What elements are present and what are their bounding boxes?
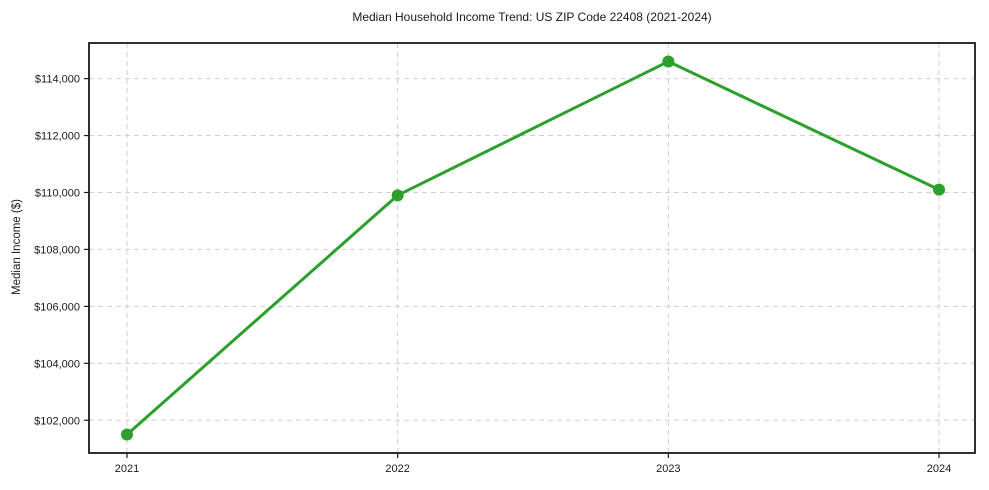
data-point-marker bbox=[662, 55, 675, 68]
data-point-marker bbox=[121, 428, 133, 441]
y-tick-label: $114,000 bbox=[35, 74, 80, 86]
plot-border bbox=[88, 42, 976, 454]
x-tick-label: 2022 bbox=[385, 463, 409, 475]
chart-title: Median Household Income Trend: US ZIP Co… bbox=[352, 10, 712, 24]
y-tick-label: $112,000 bbox=[35, 131, 80, 143]
x-tick-label: 2024 bbox=[927, 463, 951, 475]
y-tick-label: $102,000 bbox=[34, 415, 80, 427]
data-point-marker bbox=[391, 189, 404, 202]
y-tick-label: $110,000 bbox=[35, 187, 80, 199]
y-tick-label: $108,000 bbox=[34, 244, 80, 256]
x-tick-label: 2023 bbox=[656, 463, 680, 475]
data-point-marker bbox=[933, 183, 946, 196]
x-tick-label: 2021 bbox=[115, 463, 139, 475]
y-tick-label: $106,000 bbox=[34, 301, 80, 313]
y-tick-label: $104,000 bbox=[34, 358, 80, 370]
trend-line bbox=[125, 60, 941, 436]
